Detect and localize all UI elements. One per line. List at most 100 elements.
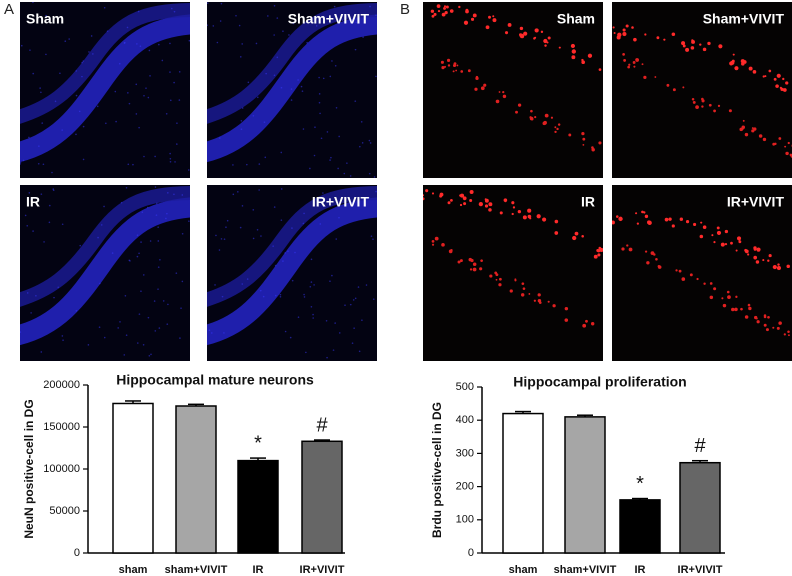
image-label: Sham+VIVIT bbox=[288, 11, 370, 27]
cell-dot bbox=[240, 119, 243, 122]
cell-dot bbox=[216, 41, 219, 44]
cell-dot bbox=[142, 343, 145, 346]
cell-dot bbox=[780, 87, 784, 92]
cell-dot bbox=[128, 102, 131, 105]
cell-dot bbox=[709, 282, 713, 285]
micrograph: IR bbox=[20, 185, 190, 361]
cell-dot bbox=[744, 315, 749, 319]
cell-dot bbox=[188, 220, 190, 222]
cell-dot bbox=[219, 20, 222, 22]
cell-dot bbox=[512, 206, 516, 209]
cell-dot bbox=[628, 247, 633, 252]
cell-dot bbox=[459, 193, 465, 198]
cell-dot bbox=[212, 25, 215, 27]
cell-dot bbox=[514, 279, 517, 282]
cell-dot bbox=[68, 38, 70, 40]
cell-dot bbox=[320, 137, 323, 140]
cell-dot bbox=[22, 159, 25, 162]
cell-dot bbox=[138, 313, 141, 315]
cell-dot bbox=[713, 287, 717, 291]
cell-dot bbox=[30, 198, 33, 200]
image-label: Sham bbox=[557, 11, 595, 27]
cell-dot bbox=[457, 260, 461, 264]
cell-dot bbox=[598, 246, 602, 250]
x-tick-label: sham+VIVIT bbox=[165, 564, 228, 576]
cell-dot bbox=[460, 70, 464, 73]
cell-dot bbox=[329, 75, 332, 78]
image-background bbox=[423, 185, 603, 361]
y-tick-label: 300 bbox=[456, 447, 474, 459]
cell-dot bbox=[708, 103, 712, 107]
cell-dot bbox=[325, 320, 328, 322]
cell-dot bbox=[519, 33, 524, 38]
cell-dot bbox=[241, 43, 244, 45]
cell-dot bbox=[219, 137, 221, 139]
cell-dot bbox=[238, 24, 241, 27]
cell-dot bbox=[147, 96, 150, 99]
cell-dot bbox=[495, 273, 499, 277]
cell-dot bbox=[523, 31, 528, 36]
cell-dot bbox=[302, 222, 305, 225]
x-tick-label: IR bbox=[635, 564, 646, 576]
cell-dot bbox=[702, 47, 707, 52]
cell-dot bbox=[158, 43, 160, 46]
cell-dot bbox=[458, 5, 461, 9]
cell-dot bbox=[312, 317, 314, 319]
cell-dot bbox=[135, 83, 138, 86]
cell-dot bbox=[258, 163, 261, 165]
cell-dot bbox=[678, 269, 682, 273]
bar bbox=[564, 416, 606, 554]
cell-dot bbox=[303, 296, 306, 298]
cell-dot bbox=[119, 321, 121, 323]
cell-dot bbox=[492, 15, 495, 18]
cell-dot bbox=[88, 51, 90, 53]
cell-dot bbox=[81, 61, 83, 64]
cell-dot bbox=[478, 201, 483, 207]
cell-dot bbox=[593, 254, 598, 259]
image-background bbox=[612, 2, 792, 178]
cell-dot bbox=[762, 75, 765, 78]
cell-dot bbox=[554, 126, 557, 129]
cell-dot bbox=[449, 9, 454, 13]
cell-dot bbox=[319, 112, 321, 115]
cell-dot bbox=[511, 212, 514, 216]
cell-dot bbox=[175, 272, 178, 274]
bar bbox=[679, 461, 721, 554]
cell-dot bbox=[123, 354, 126, 356]
cell-dot bbox=[297, 79, 299, 81]
cell-dot bbox=[699, 234, 704, 239]
cell-dot bbox=[125, 334, 128, 337]
cell-dot bbox=[641, 63, 644, 66]
cell-dot bbox=[240, 128, 243, 131]
cell-dot bbox=[150, 353, 152, 356]
cell-dot bbox=[544, 113, 549, 118]
cell-dot bbox=[106, 30, 109, 32]
cell-dot bbox=[441, 12, 446, 17]
cell-dot bbox=[145, 87, 147, 89]
cell-dot bbox=[489, 274, 493, 278]
cell-dot bbox=[443, 6, 446, 10]
cell-dot bbox=[181, 280, 184, 283]
cell-dot bbox=[459, 259, 463, 263]
cell-dot bbox=[433, 12, 437, 16]
cell-dot bbox=[32, 72, 35, 75]
cell-dot bbox=[441, 66, 445, 70]
cell-dot bbox=[443, 5, 447, 8]
cell-dot bbox=[509, 289, 513, 293]
cell-dot bbox=[763, 323, 767, 327]
cell-dot bbox=[785, 81, 789, 85]
cell-dot bbox=[646, 261, 650, 265]
cell-dot bbox=[647, 220, 651, 225]
cell-dot bbox=[331, 60, 333, 62]
cell-dot bbox=[502, 94, 507, 99]
cell-dot bbox=[181, 232, 184, 235]
image-label: Sham+VIVIT bbox=[703, 11, 785, 27]
cell-dot bbox=[627, 65, 631, 69]
cell-dot bbox=[581, 60, 586, 65]
cell-dot bbox=[265, 72, 267, 75]
cell-dot bbox=[423, 197, 425, 201]
cell-dot bbox=[372, 238, 374, 240]
cell-dot bbox=[717, 104, 721, 108]
cell-dot bbox=[527, 208, 532, 213]
cell-dot bbox=[223, 238, 226, 240]
